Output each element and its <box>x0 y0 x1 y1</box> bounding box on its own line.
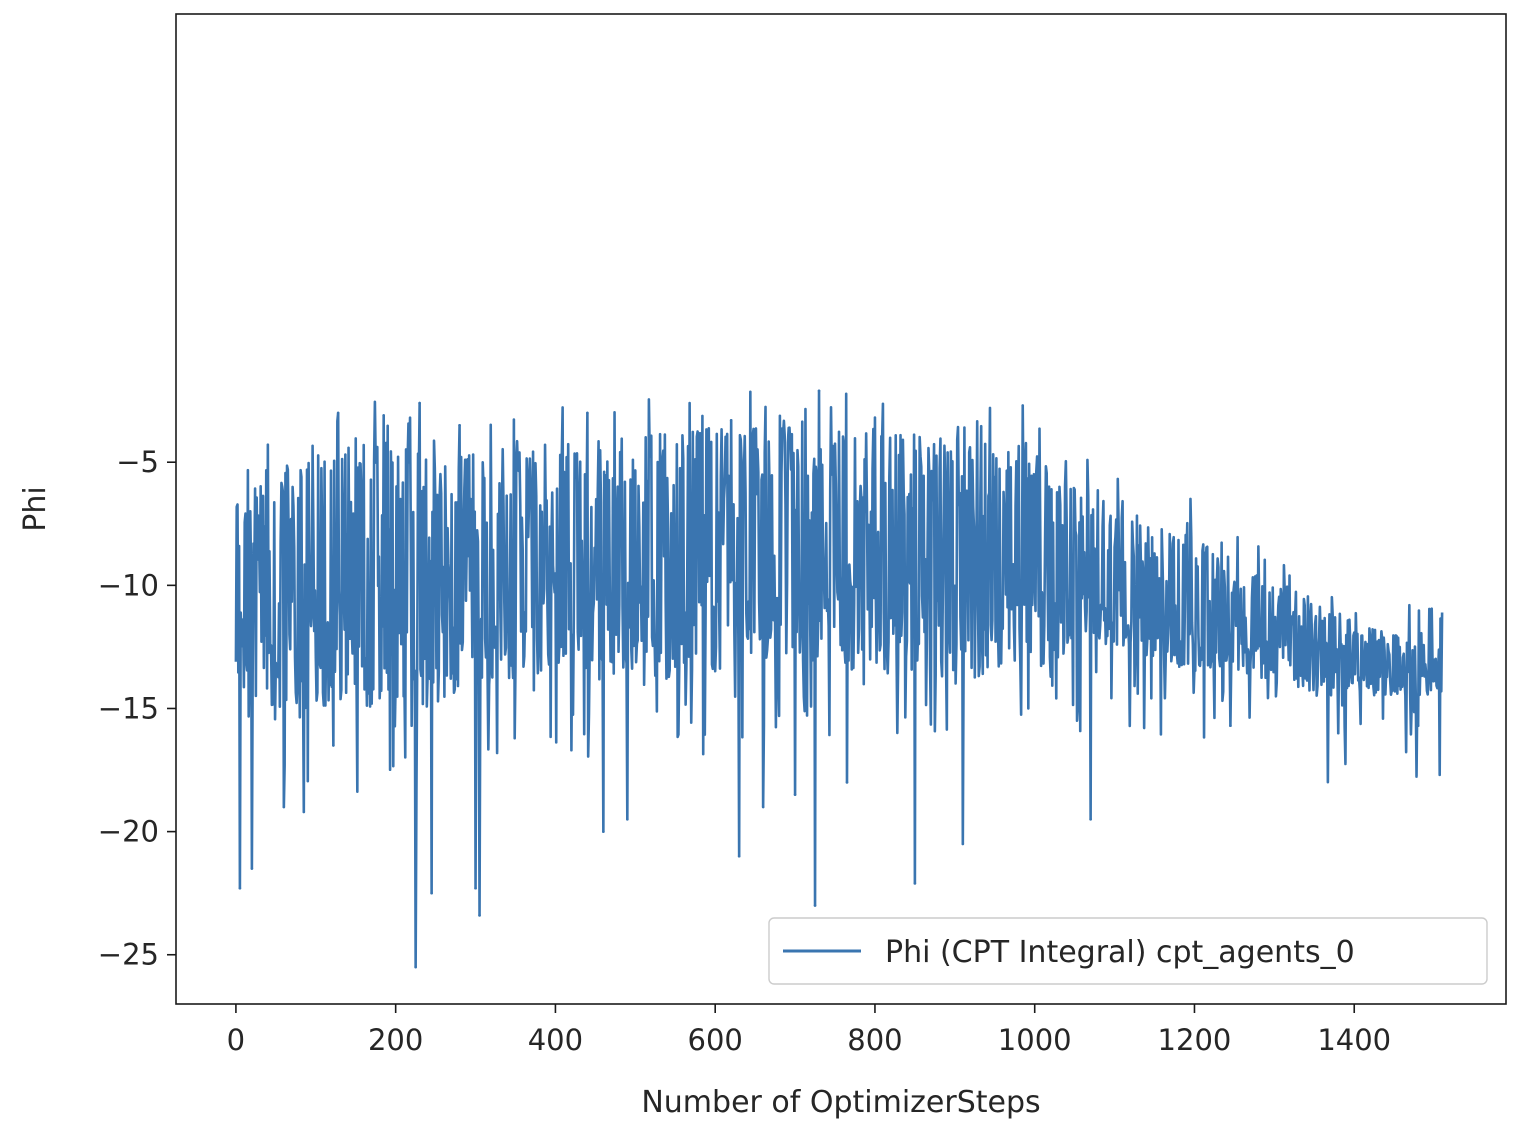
spike-point <box>414 965 417 969</box>
spike-point <box>913 882 917 885</box>
spike-point <box>478 914 481 917</box>
spike-point <box>626 817 629 821</box>
spike-point <box>474 886 477 890</box>
x-axis: 0 200 400 600 800 1000 1200 1400 <box>227 1004 1391 1057</box>
spike-point <box>282 805 286 809</box>
y-tick-label: −20 <box>98 815 159 849</box>
spike-point <box>817 389 821 393</box>
x-tick-label: 600 <box>688 1023 743 1057</box>
axes-frame <box>175 13 1507 1005</box>
spike-point <box>250 867 254 870</box>
y-axis: −25 −20 −15 −10 −5 <box>98 445 176 972</box>
y-tick-label: −25 <box>98 938 159 972</box>
spike-point <box>1229 724 1232 728</box>
x-tick-label: 1400 <box>1317 1023 1391 1057</box>
x-tick-label: 200 <box>368 1023 423 1057</box>
series-line-phi <box>234 389 1444 969</box>
spike-point <box>602 830 605 833</box>
spike-point <box>845 781 849 784</box>
x-tick-label: 1200 <box>1158 1023 1232 1057</box>
legend: Phi (CPT Integral) cpt_agents_0 <box>768 917 1488 985</box>
spike-point <box>336 411 340 415</box>
spike-point <box>729 419 733 422</box>
spike-point <box>238 886 242 890</box>
x-tick-label: 1000 <box>998 1023 1072 1057</box>
spike-point <box>961 842 965 846</box>
x-tick-label: 0 <box>227 1023 245 1057</box>
x-axis-label: Number of OptimizerSteps <box>641 1085 1040 1120</box>
legend-box <box>768 917 1488 985</box>
spike-point <box>418 401 421 405</box>
plot-area <box>234 389 1444 969</box>
y-tick-label: −15 <box>98 691 159 725</box>
spike-point <box>1089 817 1092 821</box>
spike-point <box>382 414 385 417</box>
legend-label: Phi (CPT Integral) cpt_agents_0 <box>885 935 1355 970</box>
spike-point <box>813 904 817 907</box>
spike-point <box>302 810 306 814</box>
spike-point <box>1021 404 1025 407</box>
y-axis-label: Phi <box>18 486 53 531</box>
spike-point <box>332 744 335 747</box>
spike-point <box>1416 724 1420 728</box>
spike-point <box>761 805 765 809</box>
spike-point <box>430 891 433 895</box>
spike-point <box>1336 731 1340 735</box>
spike-point <box>793 793 797 796</box>
y-tick-label: −5 <box>116 445 159 479</box>
spike-point <box>737 854 741 858</box>
x-tick-label: 400 <box>528 1023 583 1057</box>
x-tick-label: 800 <box>847 1023 902 1057</box>
spike-point <box>458 423 461 427</box>
spike-point <box>586 411 589 415</box>
y-tick-label: −10 <box>98 568 159 602</box>
